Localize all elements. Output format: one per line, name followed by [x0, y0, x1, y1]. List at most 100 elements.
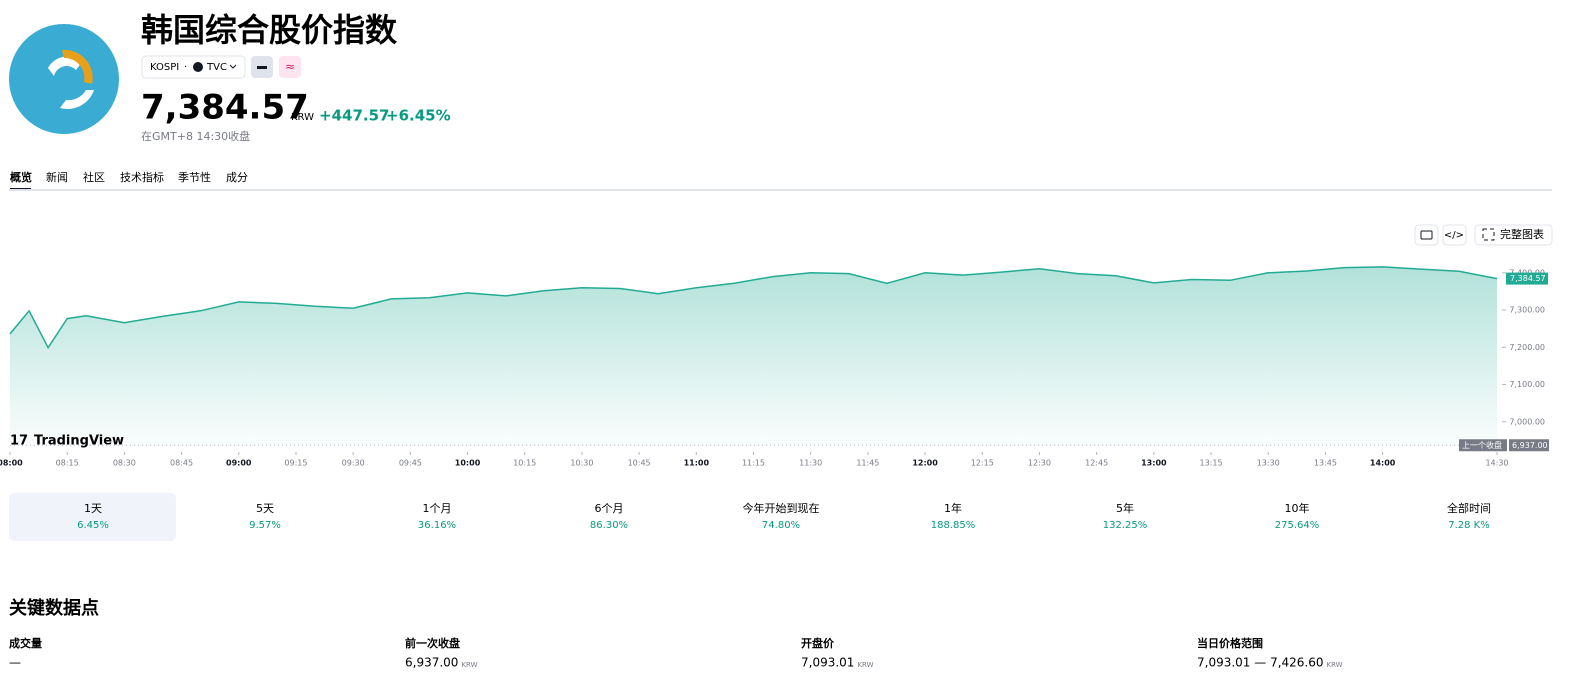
chart: 7,000.007,100.007,200.007,300.007,400.00… [0, 266, 1549, 468]
expand-icon [1482, 228, 1495, 241]
stat-unit: KRW [461, 661, 477, 669]
y-tick-label: 7,000.00 [1509, 417, 1545, 426]
stat-label: 成交量 [9, 636, 42, 650]
x-tick-label: 11:45 [856, 459, 879, 468]
y-tick-label: 7,200.00 [1509, 343, 1545, 352]
last-price-badge [1506, 272, 1548, 285]
snapshot-button[interactable] [1414, 224, 1439, 246]
x-tick-label: 08:45 [170, 459, 193, 468]
title: 韩国综合股价指数 [141, 11, 398, 49]
period-change: 7.28 K% [1448, 520, 1490, 531]
embed-button[interactable] [1442, 224, 1467, 246]
tab[interactable]: 季节性 [178, 170, 211, 184]
full-chart-label: 完整图表 [1500, 227, 1544, 241]
badge-icon [257, 66, 267, 69]
badge [279, 56, 301, 78]
badge-icon: ≈ [285, 60, 295, 74]
x-tick-label: 09:00 [226, 459, 252, 468]
period-label[interactable]: 10年 [1285, 501, 1310, 515]
x-tick-label: 12:00 [912, 459, 938, 468]
stat-value: 7,093.01 — 7,426.60 [1197, 656, 1324, 670]
change-percent: +6.45% [386, 107, 451, 125]
tab[interactable]: 社区 [83, 170, 105, 184]
x-tick-label: 14:00 [1370, 459, 1396, 468]
previous-close-label: 6,937.00 [1512, 441, 1548, 450]
x-tick-label: 09:15 [284, 459, 307, 468]
stat-unit: KRW [857, 661, 873, 669]
chevron [229, 64, 237, 69]
tab[interactable]: 概览 [10, 170, 32, 184]
x-tick-label: 13:30 [1257, 459, 1280, 468]
x-tick-label: 14:30 [1485, 459, 1508, 468]
price-line [9, 266, 1498, 350]
watermark: TradingView [34, 434, 124, 449]
x-tick-label: 12:30 [1028, 459, 1051, 468]
exchange-icon [193, 62, 203, 72]
period-label[interactable]: 1个月 [423, 502, 452, 515]
change: +447.57 [319, 107, 389, 125]
symbol: KOSPI [150, 62, 179, 73]
x-tick-label: 10:45 [628, 459, 651, 468]
price: 7,384.57 [141, 88, 309, 128]
x-tick-label: 12:15 [971, 459, 994, 468]
period-selected [9, 493, 176, 541]
tab[interactable]: 技术指标 [120, 170, 164, 184]
period-change: 9.57% [249, 520, 281, 531]
previous-close-name-bg [1459, 439, 1507, 452]
stat-value: 6,937.00 [405, 656, 458, 670]
x-tick-label: 13:00 [1141, 459, 1167, 468]
period-label[interactable]: 5天 [256, 502, 274, 515]
last-price-label: 7,384.57 [1510, 274, 1546, 283]
tab[interactable]: 成分 [226, 171, 248, 184]
currency: KRW [291, 112, 314, 123]
period-change: 275.64% [1275, 520, 1320, 531]
periods: 1天 6.45% 5天 9.57% 1个月 36.16% 6个月 86.30% 今年开始到现在 7… [77, 501, 1491, 531]
x-tick-label: 11:00 [684, 459, 710, 468]
logo [9, 24, 119, 134]
period-change: 36.16% [418, 520, 456, 531]
watermark-logo: 17 [10, 434, 28, 449]
dot: · [184, 62, 187, 73]
stat-unit: KRW [1327, 661, 1343, 669]
period-change: 86.30% [590, 520, 628, 531]
stats-title: 关键数据点 [9, 597, 99, 619]
period-change: 188.85% [931, 520, 976, 531]
code-icon: </> [1444, 230, 1464, 241]
x-tick-label: 08:30 [113, 459, 136, 468]
x-tick-label: 13:15 [1200, 459, 1223, 468]
previous-close-name: 上一个收盘 [1462, 440, 1502, 450]
period-change: 132.25% [1103, 520, 1148, 531]
x-tick-label: 08:00 [0, 459, 23, 468]
tab[interactable]: 新闻 [46, 170, 68, 184]
period-label[interactable]: 今年开始到现在 [743, 501, 820, 515]
exchange[interactable]: TVC [206, 62, 227, 73]
period-label[interactable]: 1天 [84, 502, 102, 515]
x-tick-label: 10:30 [570, 459, 593, 468]
period-label[interactable]: 全部时间 [1447, 501, 1491, 515]
y-tick-label: 7,300.00 [1509, 306, 1545, 315]
camera-icon [1420, 230, 1433, 240]
period-change: 6.45% [77, 520, 109, 531]
stat-value: — [9, 656, 21, 670]
area [10, 266, 1497, 446]
stat-label: 前一次收盘 [405, 636, 460, 650]
x-tick-label: 09:30 [342, 459, 365, 468]
x-tick-label: 10:00 [455, 459, 481, 468]
market-status: 在GMT+8 14:30收盘 [141, 129, 250, 143]
period-label[interactable]: 5年 [1116, 501, 1134, 515]
stat-value: 7,093.01 [801, 656, 854, 670]
y-tick-label: 7,100.00 [1509, 380, 1545, 389]
period-change: 74.80% [762, 520, 800, 531]
stat-label: 当日价格范围 [1197, 636, 1263, 650]
period-label[interactable]: 6个月 [595, 502, 624, 515]
tabs: 概览 新闻 社区 技术指标 季节性 成分 [10, 170, 248, 191]
x-tick-label: 11:15 [742, 459, 765, 468]
previous-close-badge [1509, 439, 1549, 452]
stat-label: 开盘价 [801, 636, 835, 650]
x-tick-label: 13:45 [1314, 459, 1337, 468]
x-tick-label: 12:45 [1085, 459, 1108, 468]
x-tick-label: 10:15 [513, 459, 536, 468]
period-label[interactable]: 1年 [944, 501, 962, 515]
